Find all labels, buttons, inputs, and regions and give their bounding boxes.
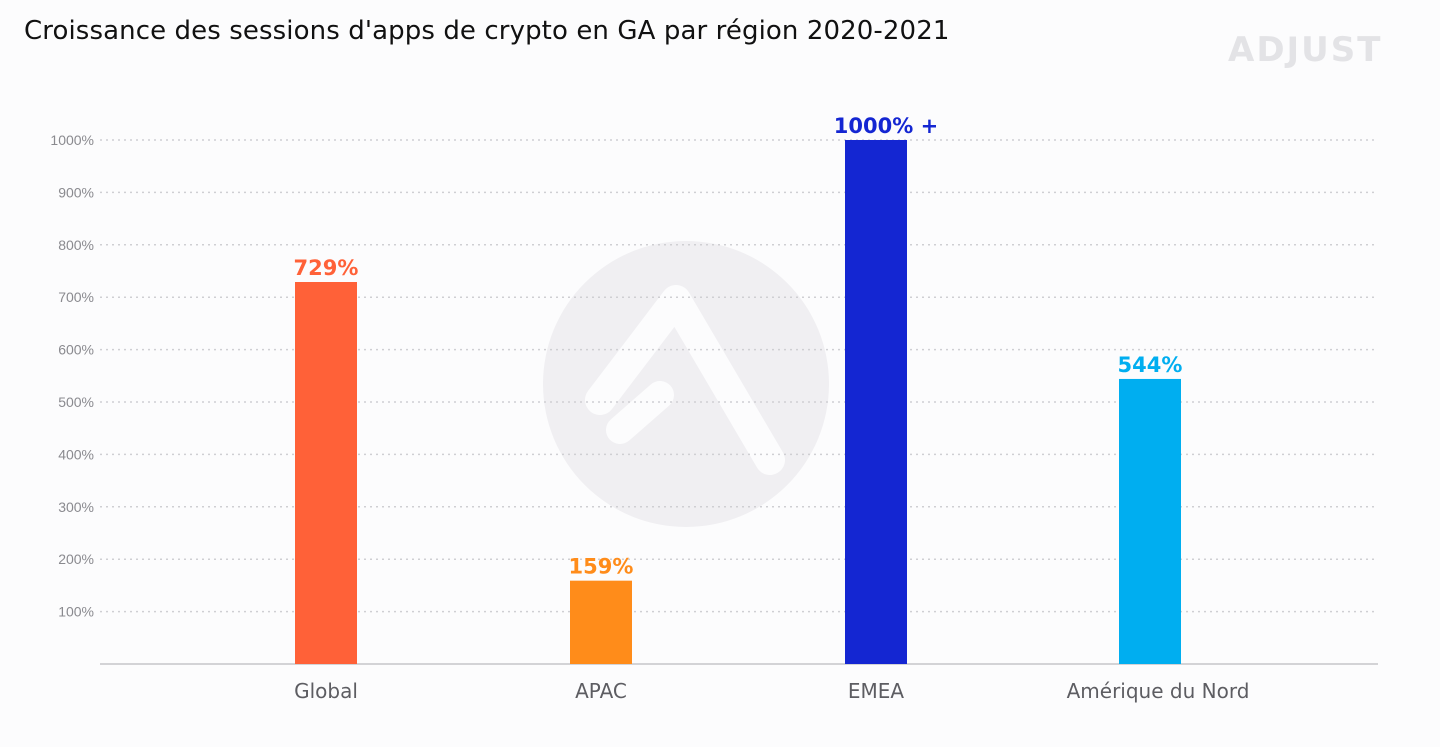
x-tick-label: EMEA	[848, 679, 905, 703]
y-tick-label: 900%	[58, 184, 94, 200]
bars	[295, 140, 1181, 664]
y-tick-label: 300%	[58, 499, 94, 515]
data-label: 544%	[1118, 353, 1183, 377]
y-tick-label: 100%	[58, 604, 94, 620]
y-tick-label: 500%	[58, 394, 94, 410]
chart-title: Croissance des sessions d'apps de crypto…	[24, 16, 950, 46]
y-tick-label: 600%	[58, 342, 94, 358]
y-axis: 100% 200% 300% 400% 500% 600% 700% 800% 900% 1000…	[50, 132, 94, 620]
y-tick-label: 400%	[58, 446, 94, 462]
y-tick-label: 700%	[58, 289, 94, 305]
y-tick-label: 800%	[58, 237, 94, 253]
x-tick-label: APAC	[575, 679, 627, 703]
adjust-logo: ADJUST	[1228, 30, 1383, 70]
y-tick-label: 1000%	[50, 132, 94, 148]
data-label: 729%	[294, 256, 359, 280]
bar	[295, 282, 357, 664]
bar	[845, 140, 907, 664]
x-axis: Global APAC EMEA Amérique du Nord	[294, 679, 1249, 703]
bar	[570, 580, 632, 664]
x-tick-label: Amérique du Nord	[1067, 679, 1250, 703]
data-labels: 729% 159% 1000% + 544%	[294, 114, 1183, 579]
x-tick-label: Global	[294, 679, 358, 703]
data-label: 1000% +	[834, 114, 938, 138]
y-tick-label: 200%	[58, 551, 94, 567]
bar	[1119, 378, 1181, 664]
data-label: 159%	[569, 555, 634, 579]
watermark-logo	[543, 241, 829, 527]
